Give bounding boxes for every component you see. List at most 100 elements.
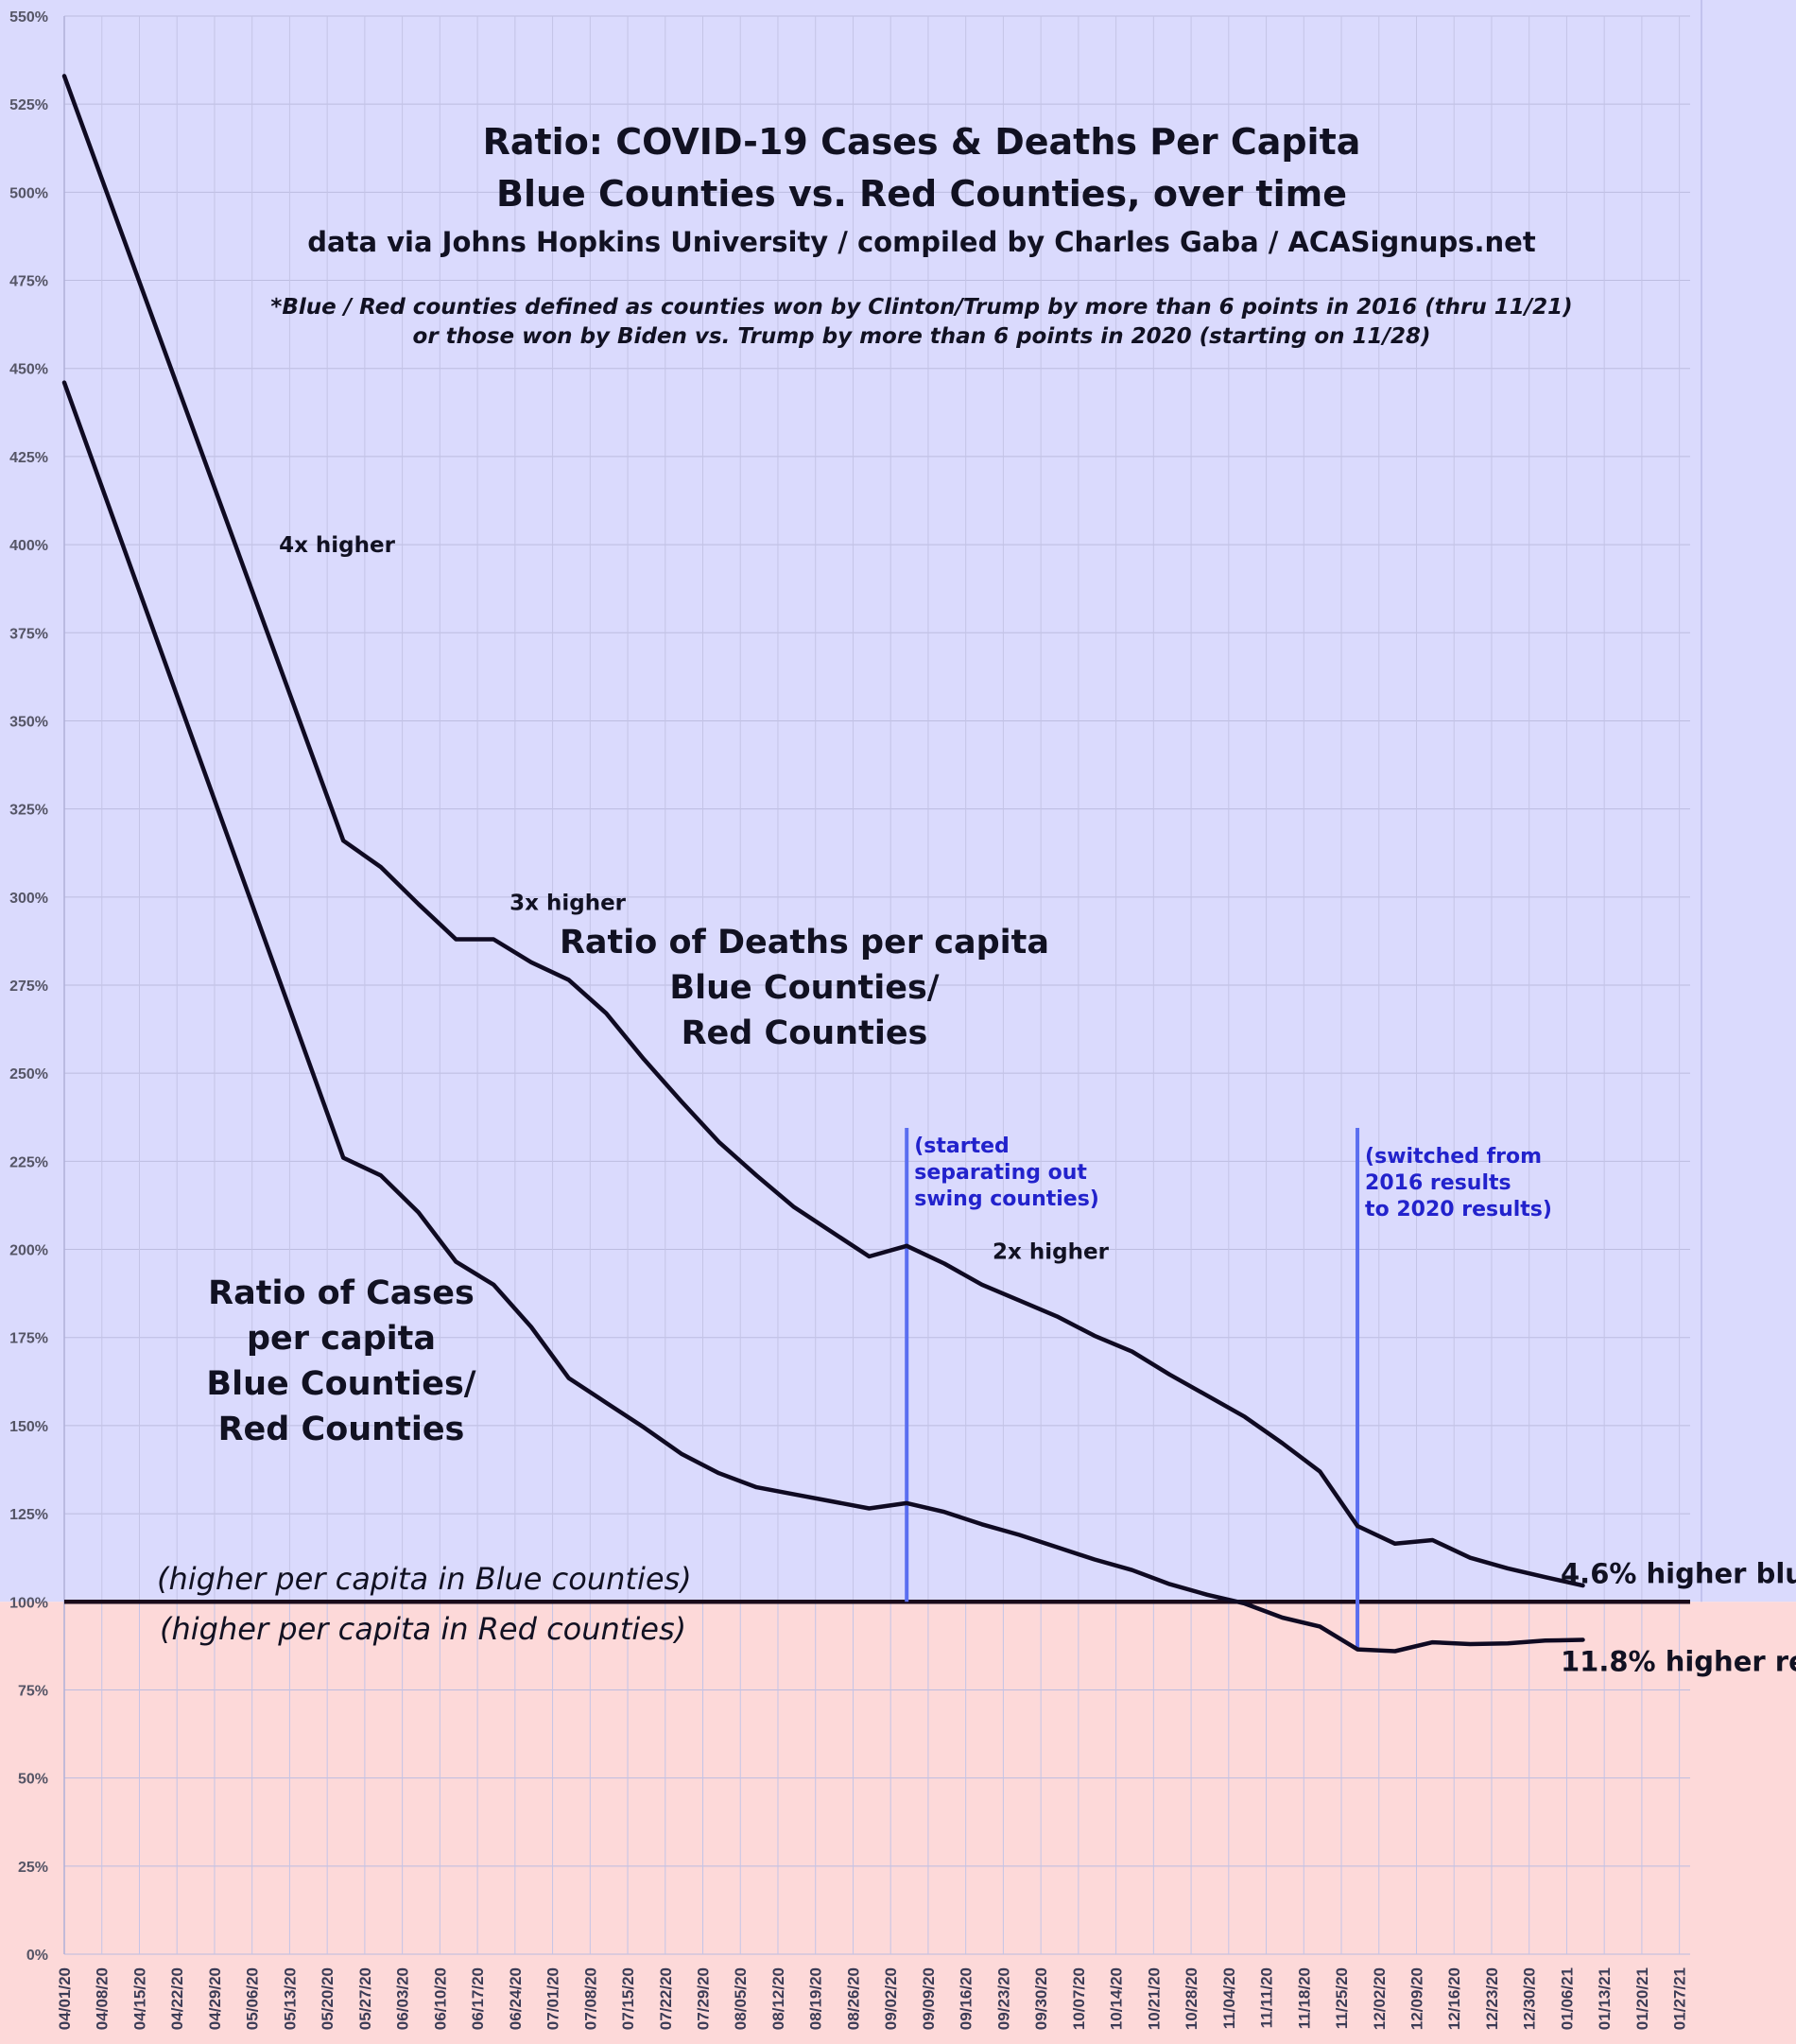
end-value-label: 11.8% higher red bbox=[1561, 1646, 1796, 1678]
ratio-annotation: 4x higher bbox=[279, 533, 396, 558]
x-tick-label: 10/07/20 bbox=[1070, 1967, 1088, 2030]
x-tick-label: 10/14/20 bbox=[1108, 1967, 1126, 2030]
chart-source: data via Johns Hopkins University / comp… bbox=[307, 226, 1536, 258]
x-tick-label: 06/10/20 bbox=[431, 1967, 449, 2030]
y-tick-label: 50% bbox=[18, 1772, 48, 1788]
x-tick-label: 05/20/20 bbox=[319, 1967, 337, 2030]
deaths-series-label-line-1: Ratio of Deaths per capita bbox=[560, 924, 1049, 961]
x-tick-label: 01/27/21 bbox=[1671, 1967, 1689, 2030]
x-tick-label: 12/16/20 bbox=[1445, 1967, 1463, 2030]
chart-footnote-line-1: *Blue / Red counties defined as counties… bbox=[270, 295, 1572, 320]
y-tick-label: 250% bbox=[9, 1066, 48, 1083]
x-tick-label: 09/23/20 bbox=[994, 1967, 1012, 2030]
annotations: 4x higher 3x higher 2x higher 4.6% higher b… bbox=[279, 533, 1796, 1677]
x-tick-label: 06/17/20 bbox=[469, 1967, 487, 2030]
x-tick-label: 08/19/20 bbox=[807, 1967, 825, 2030]
x-tick-label: 01/13/21 bbox=[1596, 1967, 1614, 2030]
ratio-annotation: 3x higher bbox=[509, 891, 627, 915]
y-tick-label: 175% bbox=[9, 1331, 48, 1347]
blue-region bbox=[0, 0, 1796, 1602]
y-tick-label: 400% bbox=[9, 538, 48, 554]
vertical-marker-note: swing counties) bbox=[914, 1187, 1099, 1211]
y-tick-label: 550% bbox=[9, 9, 48, 26]
vertical-marker-note: to 2020 results) bbox=[1365, 1198, 1552, 1221]
x-tick-label: 11/25/20 bbox=[1333, 1967, 1351, 2029]
region-label-blue: (higher per capita in Blue counties) bbox=[157, 1561, 692, 1597]
chart-subtitle: Blue Counties vs. Red Counties, over tim… bbox=[496, 173, 1347, 215]
y-axis-ticks: 0% 25% 50% 75% 100% 125% 150% 175% 200% 225% 250% 2… bbox=[9, 9, 48, 1964]
x-tick-label: 12/09/20 bbox=[1407, 1967, 1425, 2030]
x-tick-label: 04/08/20 bbox=[94, 1967, 112, 2030]
x-tick-label: 09/02/20 bbox=[882, 1967, 900, 2030]
x-tick-label: 05/27/20 bbox=[356, 1967, 374, 2030]
y-tick-label: 425% bbox=[9, 450, 48, 466]
x-tick-label: 11/04/20 bbox=[1220, 1967, 1238, 2029]
y-tick-label: 525% bbox=[9, 97, 48, 113]
vertical-marker-note: separating out bbox=[914, 1161, 1087, 1185]
x-tick-label: 07/22/20 bbox=[657, 1967, 675, 2030]
y-tick-label: 375% bbox=[9, 626, 48, 642]
x-tick-label: 04/22/20 bbox=[168, 1967, 186, 2030]
red-region bbox=[0, 1602, 1796, 2044]
cases-series-label-line-2: per capita bbox=[247, 1320, 436, 1358]
x-tick-label: 12/23/20 bbox=[1483, 1967, 1501, 2030]
y-tick-label: 0% bbox=[26, 1948, 48, 1964]
x-tick-label: 01/20/21 bbox=[1633, 1967, 1651, 2030]
vertical-marker-note: (started bbox=[914, 1135, 1010, 1158]
region-label-red: (higher per capita in Red counties) bbox=[160, 1611, 686, 1647]
x-tick-label: 06/03/20 bbox=[394, 1967, 412, 2030]
x-tick-label: 04/29/20 bbox=[206, 1967, 224, 2030]
x-tick-label: 07/01/20 bbox=[544, 1967, 562, 2030]
y-tick-label: 225% bbox=[9, 1154, 48, 1170]
vertical-marker-note: (switched from bbox=[1365, 1145, 1542, 1169]
y-tick-label: 25% bbox=[18, 1860, 48, 1876]
x-tick-label: 08/26/20 bbox=[844, 1967, 862, 2030]
x-tick-label: 05/13/20 bbox=[281, 1967, 299, 2030]
chart-title: Ratio: COVID-19 Cases & Deaths Per Capit… bbox=[483, 121, 1361, 163]
vertical-marker-note: 2016 results bbox=[1365, 1171, 1511, 1195]
x-tick-label: 05/06/20 bbox=[244, 1967, 262, 2030]
x-tick-label: 06/24/20 bbox=[507, 1967, 525, 2030]
x-axis-ticks: 04/01/20 04/08/20 04/15/20 04/22/20 04/29/20… bbox=[56, 1967, 1689, 2030]
x-tick-label: 08/05/20 bbox=[732, 1967, 750, 2030]
x-tick-label: 07/08/20 bbox=[581, 1967, 599, 2030]
x-tick-label: 08/12/20 bbox=[769, 1967, 787, 2030]
x-tick-label: 04/15/20 bbox=[130, 1967, 148, 2030]
y-tick-label: 125% bbox=[9, 1507, 48, 1523]
cases-series-label-line-1: Ratio of Cases bbox=[208, 1274, 475, 1312]
y-tick-label: 350% bbox=[9, 714, 48, 730]
ratio-annotation: 2x higher bbox=[993, 1239, 1110, 1264]
x-tick-label: 07/29/20 bbox=[695, 1967, 713, 2030]
end-value-label: 4.6% higher blue bbox=[1561, 1557, 1796, 1589]
cases-series-label-line-3: Blue Counties/ bbox=[206, 1365, 475, 1403]
x-tick-label: 04/01/20 bbox=[56, 1967, 74, 2030]
cases-ratio-line bbox=[61, 380, 1585, 1654]
x-tick-label: 11/11/20 bbox=[1258, 1967, 1276, 2028]
deaths-series-label-line-3: Red Counties bbox=[682, 1014, 928, 1052]
x-tick-label: 07/15/20 bbox=[619, 1967, 637, 2030]
x-tick-label: 09/09/20 bbox=[920, 1967, 938, 2030]
x-tick-label: 10/28/20 bbox=[1183, 1967, 1200, 2030]
x-tick-label: 09/16/20 bbox=[958, 1967, 976, 2030]
y-tick-label: 200% bbox=[9, 1243, 48, 1259]
chart-footnote-line-2: or those won by Biden vs. Trump by more … bbox=[413, 324, 1431, 349]
cases-series-label-line-4: Red Counties bbox=[218, 1411, 465, 1448]
y-tick-label: 275% bbox=[9, 979, 48, 995]
y-tick-label: 300% bbox=[9, 891, 48, 907]
y-tick-label: 100% bbox=[9, 1595, 48, 1611]
y-tick-label: 150% bbox=[9, 1419, 48, 1435]
x-tick-label: 12/30/20 bbox=[1521, 1967, 1539, 2030]
x-tick-label: 09/30/20 bbox=[1032, 1967, 1050, 2030]
y-tick-label: 325% bbox=[9, 803, 48, 819]
x-tick-label: 12/02/20 bbox=[1371, 1967, 1389, 2030]
x-tick-label: 10/21/20 bbox=[1145, 1967, 1163, 2030]
deaths-ratio-line bbox=[61, 74, 1585, 1588]
series-lines bbox=[61, 74, 1585, 1654]
y-tick-label: 500% bbox=[9, 185, 48, 201]
y-tick-label: 75% bbox=[18, 1683, 48, 1699]
deaths-series-label-line-2: Blue Counties/ bbox=[669, 969, 939, 1007]
y-tick-label: 450% bbox=[9, 362, 48, 378]
y-tick-label: 475% bbox=[9, 274, 48, 290]
